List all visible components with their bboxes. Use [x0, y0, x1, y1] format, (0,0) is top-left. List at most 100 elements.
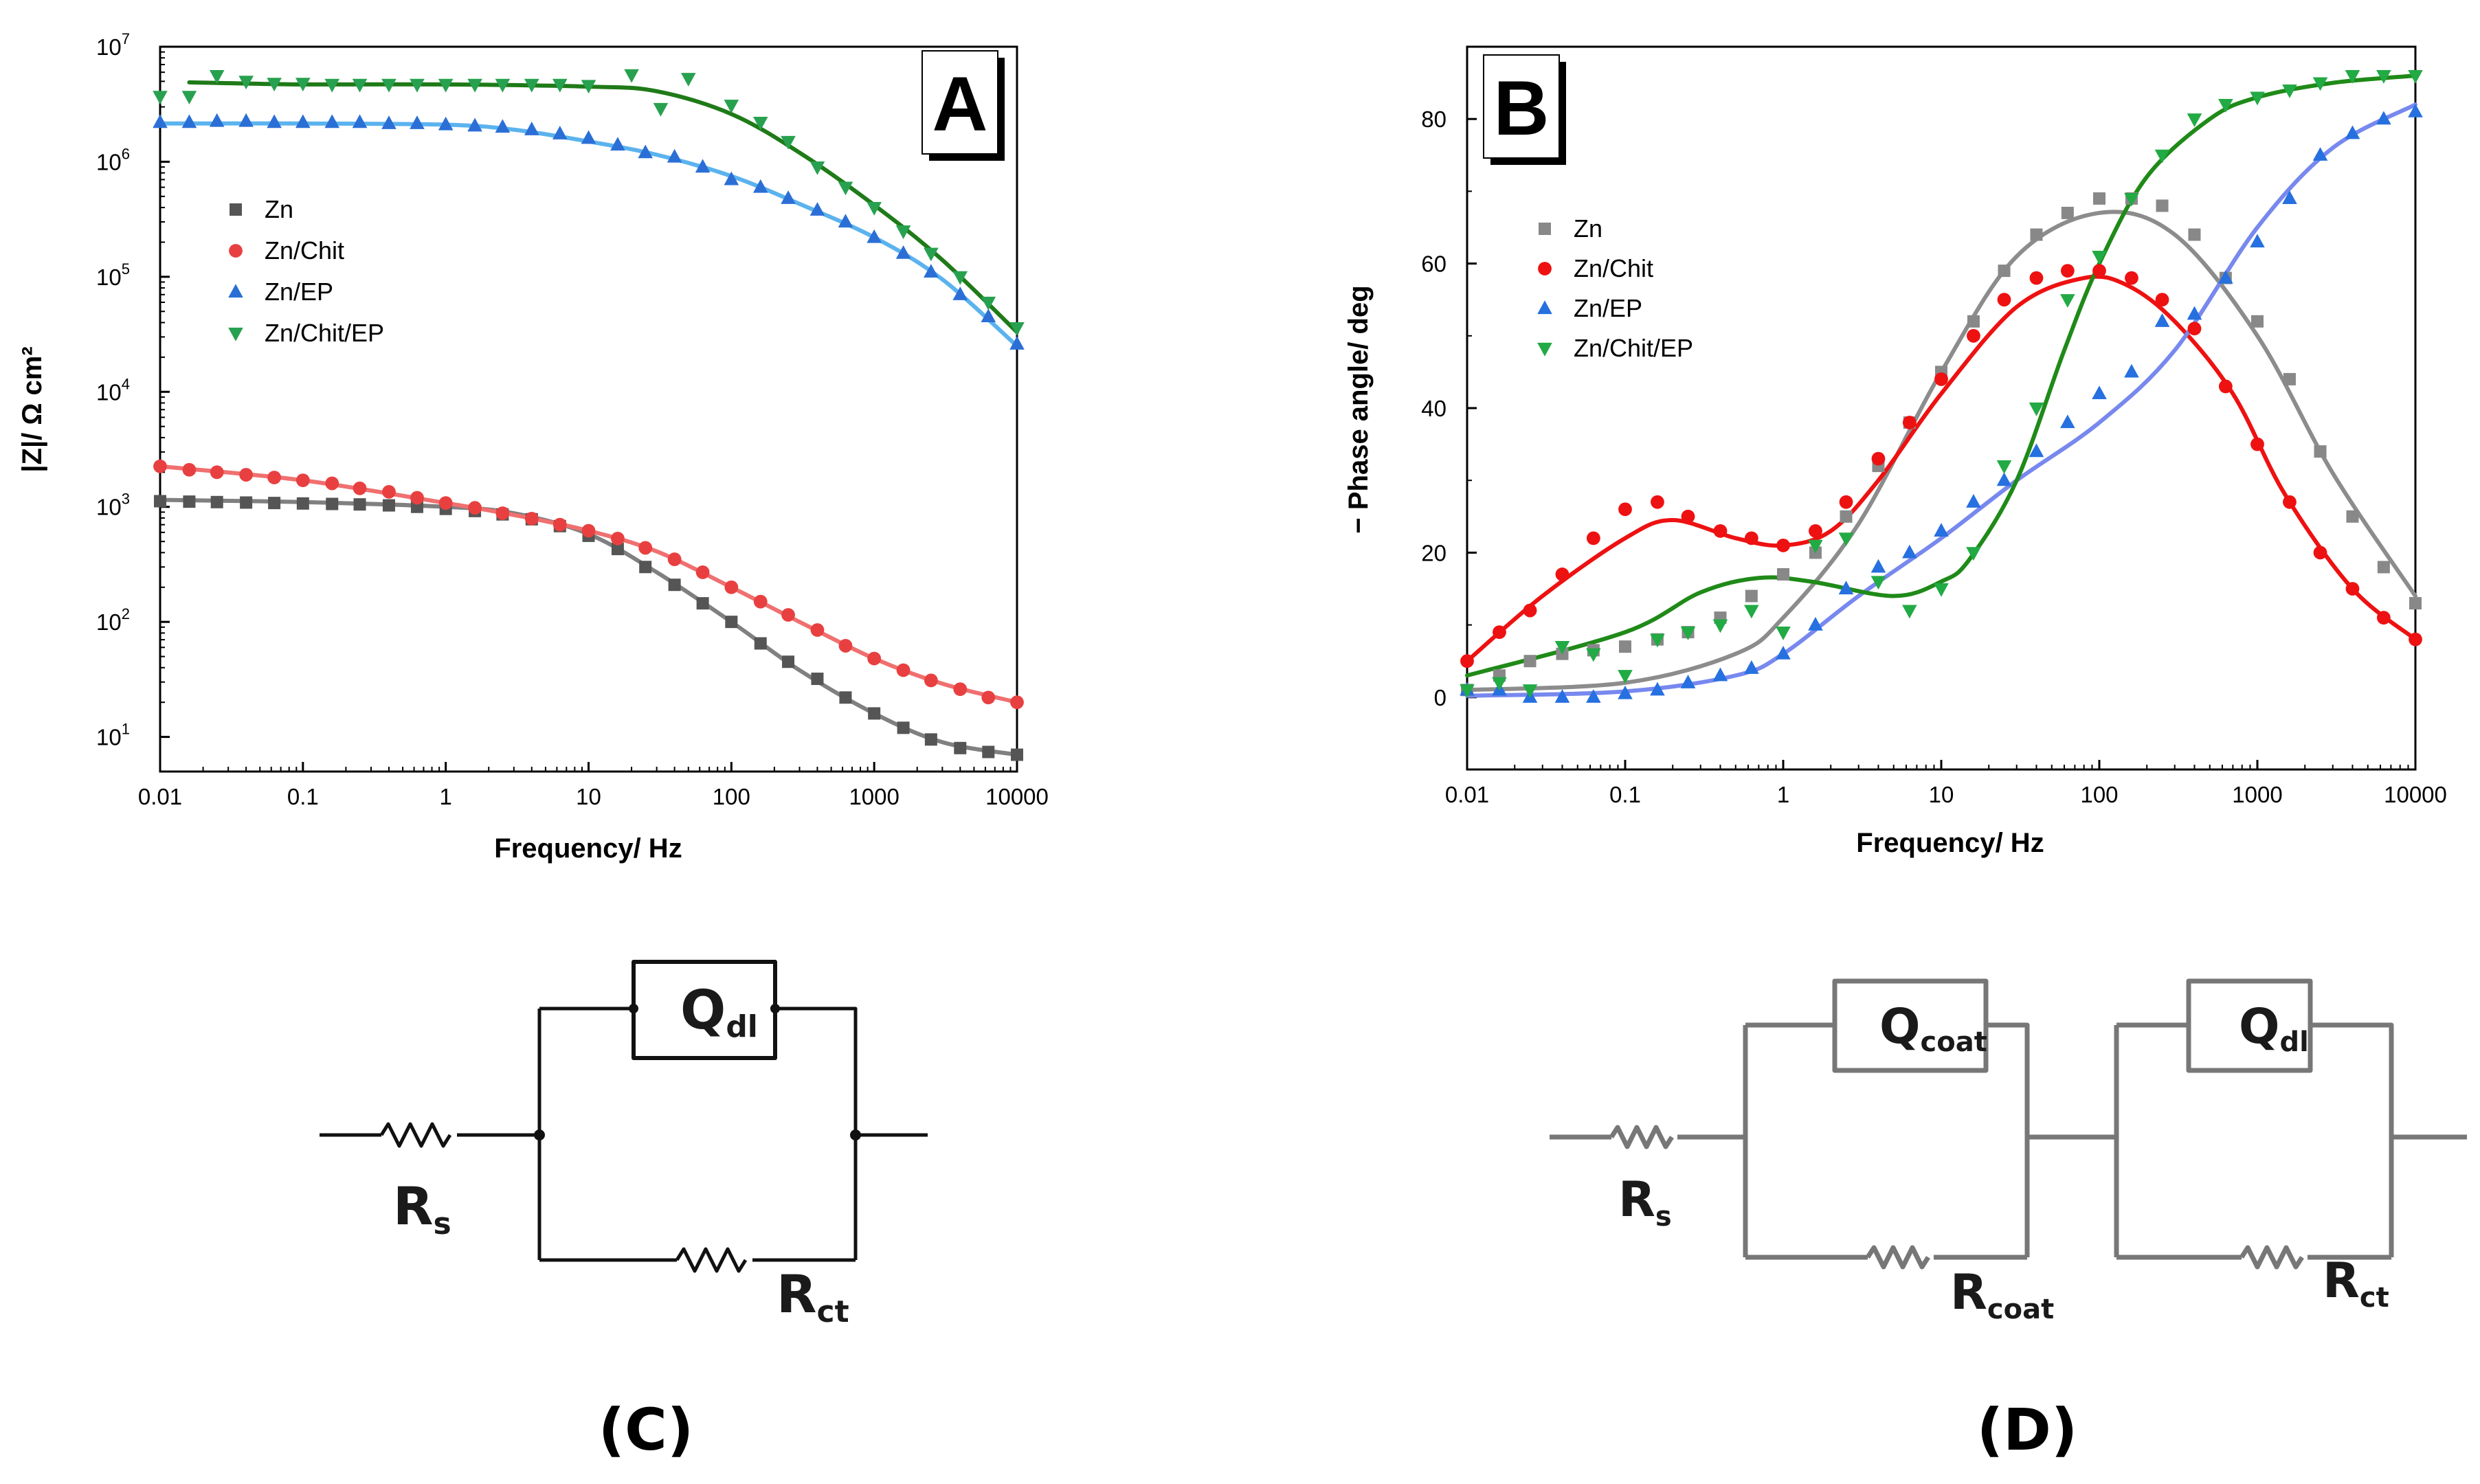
- circuit-c-q-label: Qdl: [680, 980, 758, 1044]
- chart-b-ytick-label: 0: [1434, 685, 1446, 710]
- circuit-c-rct-label: Rct: [777, 1263, 849, 1329]
- chart-b-point-zn-ep: [1902, 544, 1917, 559]
- chart-a-point-zn-ep: [1009, 336, 1025, 350]
- chart-a-point-zn-chit-ep: [653, 102, 669, 117]
- chart-b-point-zn-ep: [2060, 414, 2075, 429]
- chart-b-point-zn-ep: [1838, 581, 1854, 595]
- circuit-d-rs-label: Rs: [1618, 1171, 1672, 1233]
- chart-b-point-zn-chit-ep: [1996, 460, 2012, 474]
- chart-a-point-zn-ep: [581, 130, 596, 144]
- chart-b-point-zn-chit: [2313, 546, 2327, 560]
- chart-a-point-zn-ep: [924, 264, 939, 278]
- chart-b-point-zn-chit-ep: [2187, 113, 2202, 127]
- chart-b-point-zn-chit: [2029, 271, 2044, 285]
- chart-b-point-zn-ep: [2124, 363, 2139, 378]
- chart-a-point-zn: [668, 578, 681, 592]
- chart-a-legend-label-zn: Zn: [265, 195, 293, 223]
- chart-b-point-zn-chit-ep: [2408, 69, 2423, 84]
- chart-a-xtick-label: 10: [576, 784, 601, 809]
- chart-a-point-zn: [868, 707, 881, 720]
- chart-a-point-zn: [268, 497, 281, 510]
- chart-a-point-zn-ep: [181, 114, 197, 128]
- chart-a-ytick-label: 104: [96, 375, 130, 405]
- circuit-c-wire-2: [752, 1133, 928, 1262]
- chart-b-point-zn-ep: [2408, 103, 2423, 117]
- chart-b-ytick-label: 80: [1421, 106, 1446, 132]
- chart-a-point-zn-chit: [724, 580, 739, 594]
- chart-b-legend-marker-zn-chit: [1538, 262, 1552, 276]
- chart-b-xtick-label: 0.1: [1609, 782, 1641, 807]
- chart-b-point-zn: [2156, 199, 2169, 212]
- chart-a-point-zn-chit-ep: [352, 78, 368, 93]
- chart-a-point-zn-chit-ep: [952, 271, 968, 285]
- chart-b-point-zn-chit: [1934, 372, 1948, 386]
- chart-b-legend-label-zn-chit-ep: Zn/Chit/EP: [1574, 334, 1693, 362]
- chart-b-point-zn-chit-ep: [1680, 627, 1696, 640]
- chart-a-point-zn-chit-ep: [809, 161, 825, 175]
- chart-b-point-zn-chit: [2283, 495, 2297, 509]
- chart-a-point-zn-ep: [838, 214, 853, 228]
- chart-a-point-zn-ep: [238, 113, 254, 127]
- chart-b-point-zn: [1745, 589, 1758, 603]
- chart-a-point-zn-ep: [724, 171, 739, 186]
- chart-b-point-zn-ep: [1870, 559, 1886, 573]
- chart-a-point-zn-chit: [295, 473, 310, 488]
- chart-a-ytick-label: 105: [96, 260, 130, 290]
- chart-a-legend: Zn Zn/Chit Zn/EP Zn/Chit/EP: [228, 195, 384, 347]
- chart-b-point-zn-ep: [1650, 682, 1665, 696]
- chart-b-point-zn-chit: [1618, 502, 1632, 517]
- chart-b-point-zn-chit: [1902, 416, 1917, 429]
- chart-a-point-zn-chit-ep: [752, 117, 768, 131]
- chart-a-xtick-label: 100: [713, 784, 750, 809]
- chart-a-point-zn-chit: [638, 541, 653, 555]
- chart-b-fit-zn: [1465, 210, 2417, 693]
- chart-a-point-zn-chit-ep: [295, 78, 311, 92]
- chart-b-point-zn-chit-ep: [1776, 627, 1791, 640]
- chart-a-point-zn-chit-ep: [680, 73, 696, 87]
- chart-b-point-zn-chit: [2060, 264, 2075, 278]
- chart-a-point-zn-ep: [981, 308, 996, 323]
- chart-a-point-zn-ep: [695, 159, 711, 173]
- chart-a-legend-marker-zn: [230, 203, 242, 216]
- chart-b-legend-label-zn-ep: Zn/EP: [1574, 294, 1642, 322]
- chart-b-point-zn-chit-ep: [1744, 605, 1759, 619]
- chart-a-point-zn-ep: [524, 122, 539, 135]
- chart-b-point-zn-ep: [2092, 385, 2107, 400]
- chart-b-point-zn: [2346, 510, 2359, 523]
- chart-b-point-zn: [2093, 192, 2105, 205]
- chart-a-fit-zn-ep: [158, 121, 1019, 348]
- chart-b-point-zn: [2251, 315, 2264, 328]
- chart-a-point-zn-ep: [267, 114, 282, 128]
- chart-b-point-zn-chit-ep: [2345, 69, 2360, 84]
- chart-a-point-zn-chit: [611, 531, 625, 546]
- chart-a-point-zn-chit: [325, 476, 339, 491]
- chart-a-point-zn-chit-ep: [895, 225, 911, 239]
- chart-b-xtick-label: 10: [1929, 782, 1954, 807]
- chart-b-xtick-label: 1: [1777, 782, 1789, 807]
- chart-a-point-zn-chit: [353, 481, 367, 495]
- chart-b-point-zn-chit-ep: [1902, 605, 1917, 619]
- chart-b-xlabel: Frequency/ Hz: [1856, 828, 2044, 858]
- chart-a-point-zn: [611, 543, 624, 556]
- chart-a-point-zn-chit: [781, 608, 795, 622]
- chart-a-xlabel: Frequency/ Hz: [494, 833, 682, 864]
- chart-a-point-zn: [154, 495, 166, 508]
- chart-a-point-zn-ep: [467, 117, 482, 132]
- chart-b-point-zn-ep: [1776, 645, 1791, 660]
- chart-b-point-zn-chit-ep: [1492, 677, 1507, 691]
- chart-a-point-zn-chit-ep: [781, 135, 796, 150]
- chart-a-point-zn-chit: [382, 485, 396, 499]
- chart-a-point-zn-chit-ep: [581, 80, 596, 94]
- circuit-d-qcoat-element: [1832, 978, 1989, 1073]
- chart-b-point-zn-chit: [2125, 271, 2138, 285]
- chart-a-point-zn-chit-ep: [153, 91, 168, 104]
- chart-a-point-zn-chit: [239, 468, 254, 482]
- chart-a-point-zn-ep: [638, 144, 653, 159]
- chart-b-point-zn-chit: [1681, 509, 1695, 524]
- chart-b-point-zn: [1619, 640, 1631, 653]
- chart-b-point-zn-chit-ep: [1838, 532, 1854, 547]
- chart-b-point-zn-chit: [1651, 495, 1664, 509]
- chart-a-xtick-label: 0.01: [138, 784, 182, 809]
- chart-a-point-zn-chit: [410, 491, 424, 505]
- chart-b-point-zn-chit: [2345, 582, 2360, 596]
